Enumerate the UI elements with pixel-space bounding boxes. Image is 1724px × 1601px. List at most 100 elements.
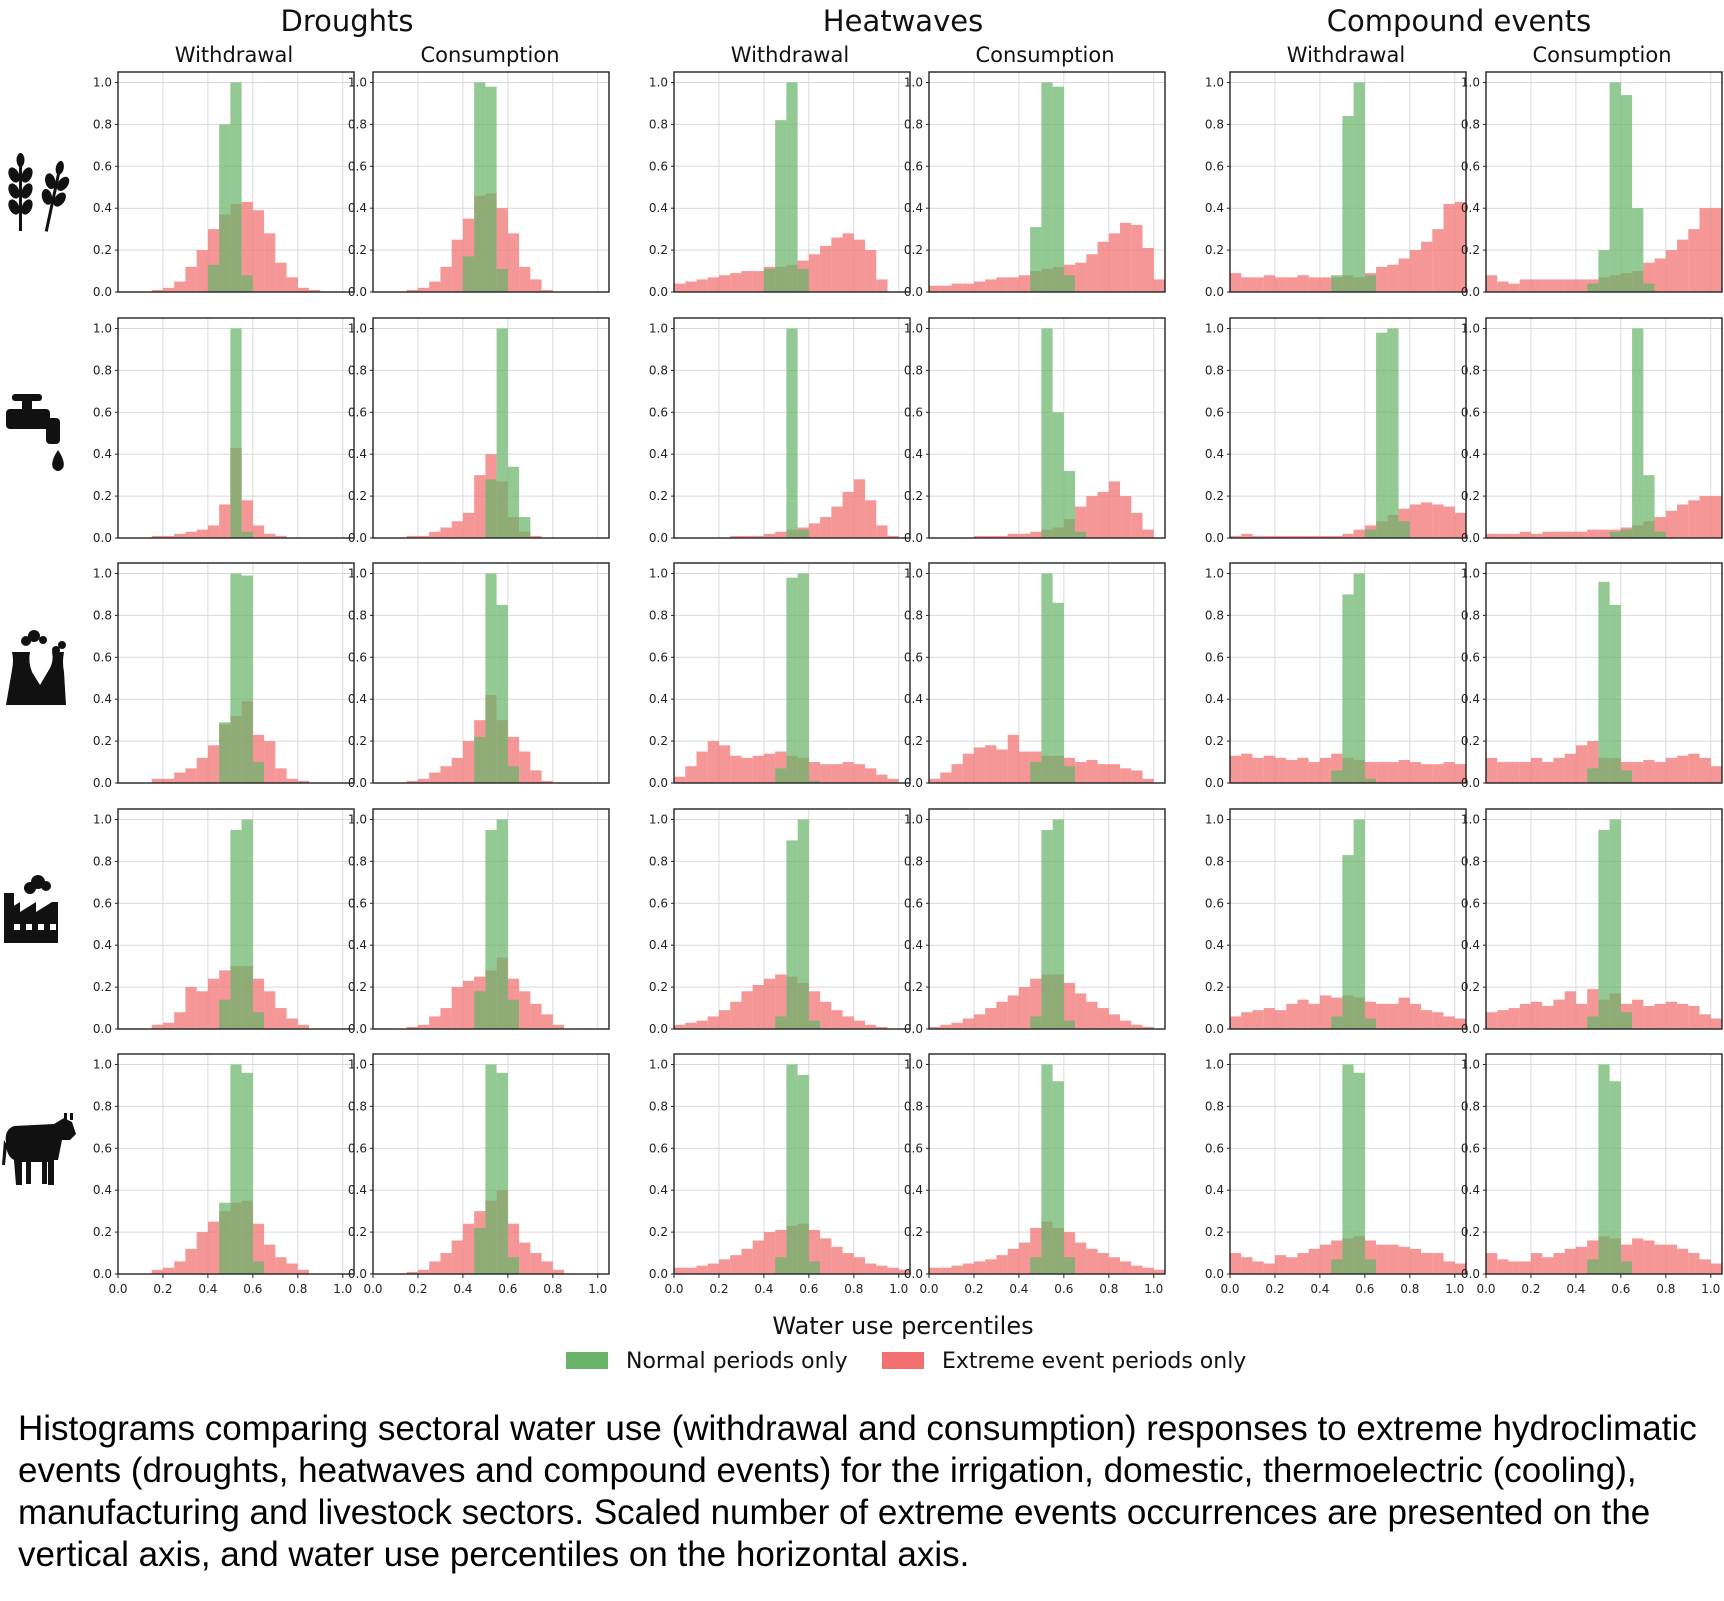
bar-normal <box>1643 283 1655 292</box>
bar-extreme <box>696 279 708 292</box>
bar-normal <box>241 531 253 538</box>
bar-extreme <box>519 266 531 292</box>
bar-extreme <box>1643 262 1655 292</box>
bar-extreme <box>275 768 287 783</box>
bar-extreme <box>185 531 197 538</box>
bar-normal <box>1331 1016 1343 1029</box>
bar-extreme <box>887 535 899 538</box>
bar-extreme <box>1575 279 1588 292</box>
y-tick-label: 0.0 <box>1461 531 1480 545</box>
bar-extreme <box>1108 1257 1121 1274</box>
panel-domestic-droughts-withdrawal: 0.0 0.2 0.4 0.6 0.8 1.0 <box>93 317 355 545</box>
y-tick-label: 0.6 <box>649 405 668 419</box>
bar-extreme <box>973 535 986 538</box>
bar-extreme <box>1342 533 1354 538</box>
bar-extreme <box>1263 1008 1275 1029</box>
bar-extreme <box>820 245 832 292</box>
y-tick-label: 0.6 <box>1461 1141 1480 1155</box>
bar-extreme <box>530 1253 542 1274</box>
x-tick-label: 0.8 <box>1400 1282 1419 1296</box>
bar-extreme <box>752 535 764 538</box>
legend-label-extreme: Extreme event periods only <box>942 1349 1246 1374</box>
x-tick-label: 0.8 <box>844 1282 863 1296</box>
bar-extreme <box>674 283 686 292</box>
bar-extreme <box>962 283 974 292</box>
bar-extreme <box>530 279 542 292</box>
bar-extreme <box>1710 208 1722 292</box>
bar-normal <box>1364 778 1377 783</box>
bar-extreme <box>1699 208 1711 292</box>
y-tick-label: 0.8 <box>649 854 668 868</box>
bar-extreme <box>1486 1012 1498 1029</box>
panel-frame <box>1485 71 1723 293</box>
y-tick-label: 0.6 <box>93 159 112 173</box>
bar-normal <box>474 1227 486 1274</box>
y-tick-label: 0.0 <box>93 1267 112 1281</box>
bar-extreme <box>252 1223 265 1274</box>
bar-extreme <box>1252 1010 1264 1029</box>
bar-extreme <box>1030 978 1042 1029</box>
bar-extreme <box>1409 762 1422 783</box>
bar-extreme <box>741 1248 753 1274</box>
y-tick-label: 0.2 <box>1461 243 1480 257</box>
bar-extreme <box>1688 500 1700 538</box>
y-tick-label: 0.6 <box>1205 159 1224 173</box>
bar-extreme <box>1575 1003 1588 1029</box>
bar-extreme <box>429 531 441 538</box>
bar-extreme <box>865 1263 877 1274</box>
bar-extreme <box>1553 1253 1565 1274</box>
bar-extreme <box>196 529 208 538</box>
bar-normal <box>1643 475 1655 538</box>
x-tick-label: 0.8 <box>288 1282 307 1296</box>
y-tick-label: 1.0 <box>649 566 668 580</box>
bar-extreme <box>185 266 197 292</box>
y-tick-label: 0.6 <box>649 896 668 910</box>
bar-extreme <box>264 991 276 1029</box>
bar-extreme <box>1564 279 1576 292</box>
bar-normal <box>519 517 531 538</box>
bar-normal <box>241 1072 253 1274</box>
y-tick-label: 0.0 <box>93 285 112 299</box>
bar-extreme <box>1387 1003 1399 1029</box>
bar-extreme <box>1409 1003 1422 1029</box>
bar-normal <box>230 82 242 292</box>
bar-normal <box>797 1074 809 1274</box>
bar-extreme <box>1564 753 1576 783</box>
bar-extreme <box>185 768 197 783</box>
bar-extreme <box>151 778 163 783</box>
bar-extreme <box>1443 204 1455 292</box>
bar-normal <box>207 264 220 292</box>
y-tick-label: 1.0 <box>348 566 367 580</box>
bar-normal <box>1063 1020 1076 1029</box>
bar-extreme <box>985 1008 997 1029</box>
bar-extreme <box>1241 277 1253 292</box>
bar-extreme <box>174 1261 186 1274</box>
bar-extreme <box>985 745 997 783</box>
y-tick-label: 1.0 <box>93 566 112 580</box>
bar-extreme <box>1519 762 1531 783</box>
panel-frame <box>1229 808 1467 1030</box>
bar-normal <box>241 275 253 292</box>
bar-extreme <box>1263 1263 1275 1274</box>
y-tick-label: 0.6 <box>904 650 923 664</box>
bar-extreme <box>1131 1265 1143 1274</box>
bar-extreme <box>451 1240 463 1274</box>
bar-extreme <box>264 741 276 783</box>
bar-normal <box>252 1012 265 1029</box>
bar-extreme <box>685 1267 697 1274</box>
bar-extreme <box>196 250 208 292</box>
bar-extreme <box>1432 504 1444 538</box>
column-title-droughts-withdrawal: Withdrawal <box>175 43 293 67</box>
bar-extreme <box>1252 1261 1264 1274</box>
y-tick-label: 0.8 <box>649 608 668 622</box>
panel-thermoelectric-heatwaves-consumption: 0.0 0.2 0.4 0.6 0.8 1.0 <box>904 562 1166 790</box>
bar-extreme <box>1454 512 1466 538</box>
y-tick-label: 0.6 <box>1461 405 1480 419</box>
bar-extreme <box>1063 982 1076 1029</box>
bar-extreme <box>1308 1003 1320 1029</box>
bar-extreme <box>831 506 843 538</box>
bar-extreme <box>996 749 1008 783</box>
bar-extreme <box>985 1259 997 1274</box>
bar-normal <box>1598 829 1610 1029</box>
panel-background <box>1486 318 1722 538</box>
